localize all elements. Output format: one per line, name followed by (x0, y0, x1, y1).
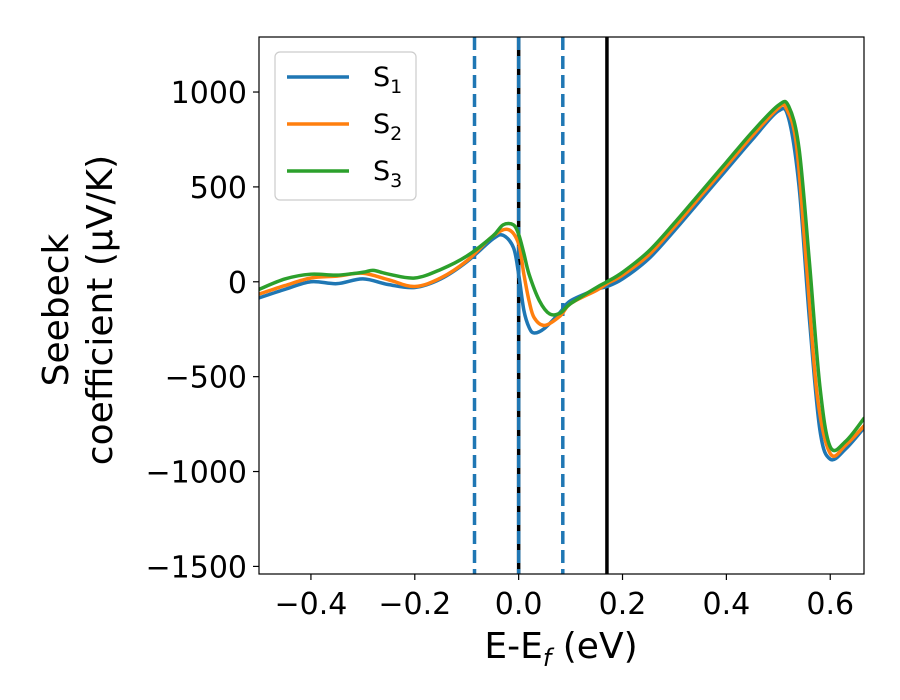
y-tick-label: −500 (165, 361, 247, 396)
y-axis-label: Seebeck coefficient (μV/K) (36, 155, 121, 465)
vertical-reference-lines (472, 37, 609, 574)
legend-label-s1: S1 (373, 62, 402, 98)
series-group (259, 99, 864, 462)
y-axis-label-line-2: coefficient (μV/K) (80, 155, 121, 465)
x-tick-label: 0.4 (703, 587, 751, 622)
y-tick-label: −1000 (146, 456, 247, 491)
y-tick-label: 0 (228, 266, 247, 301)
x-axis-label-unit: (eV) (551, 626, 637, 667)
legend-label-s3: S3 (373, 156, 402, 192)
x-tick-label: −0.2 (378, 587, 451, 622)
x-tick-label: 0.0 (495, 587, 543, 622)
y-tick-label: 1000 (171, 76, 247, 111)
y-tick-label: −1500 (146, 550, 247, 585)
x-axis-label-main: E-E (484, 626, 542, 667)
legend-box (274, 51, 417, 201)
y-axis-ticks: −1500 −1000 −500 0 500 1000 (146, 76, 259, 585)
x-axis-ticks: −0.4 −0.2 0.0 0.2 0.4 0.6 (275, 574, 854, 622)
legend-label-s2: S2 (373, 109, 402, 145)
series-line-s3 (259, 99, 864, 453)
y-tick-label: 500 (190, 171, 247, 206)
plot-frame (258, 36, 865, 575)
legend: S1 S2 S3 (274, 51, 417, 201)
x-tick-label: 0.6 (806, 587, 854, 622)
x-tick-label: −0.4 (275, 587, 348, 622)
x-axis-label: E-Ef (eV) (484, 626, 637, 672)
y-axis-label-line-1: Seebeck (36, 233, 77, 386)
x-tick-label: 0.2 (599, 587, 647, 622)
